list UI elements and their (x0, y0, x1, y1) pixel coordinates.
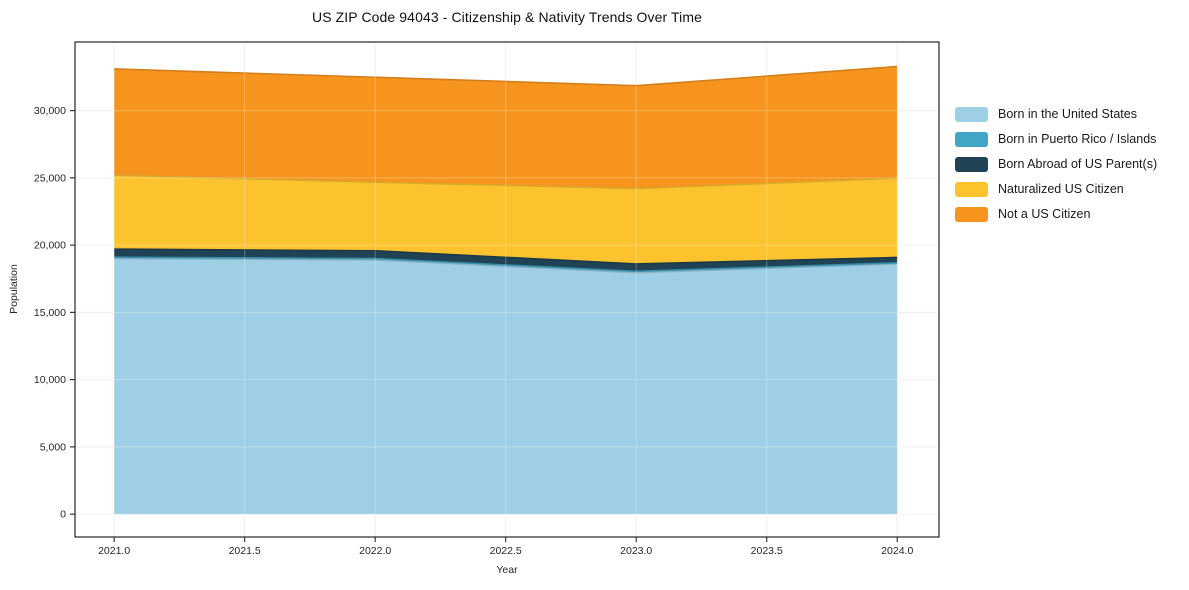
x-tick-label: 2022.0 (359, 545, 391, 557)
legend-swatch-puerto-rico (955, 132, 988, 147)
chart-title: US ZIP Code 94043 - Citizenship & Nativi… (311, 9, 703, 25)
y-tick-label: 0 (60, 509, 66, 521)
legend-label: Born in Puerto Rico / Islands (998, 132, 1157, 146)
legend-item-not-citizen: Not a US Citizen (955, 207, 1157, 222)
legend-swatch-not-citizen (955, 207, 988, 222)
y-tick-label: 25,000 (34, 172, 66, 184)
y-tick-label: 30,000 (34, 105, 66, 117)
legend-label: Born Abroad of US Parent(s) (998, 157, 1158, 171)
y-axis-label: Population (8, 264, 20, 314)
legend-item-puerto-rico: Born in Puerto Rico / Islands (955, 132, 1157, 147)
x-tick-label: 2024.0 (881, 545, 913, 557)
legend-item-born-us: Born in the United States (955, 107, 1157, 122)
x-tick-label: 2022.5 (490, 545, 522, 557)
y-tick-label: 5,000 (40, 441, 66, 453)
legend-item-naturalized: Naturalized US Citizen (955, 182, 1157, 197)
y-tick-label: 20,000 (34, 240, 66, 252)
legend-swatch-naturalized (955, 182, 988, 197)
legend-swatch-born-abroad (955, 157, 988, 172)
legend-swatch-born-us (955, 107, 988, 122)
x-tick-label: 2023.5 (751, 545, 783, 557)
chart-legend: Born in the United States Born in Puerto… (955, 107, 1157, 222)
x-tick-label: 2021.5 (229, 545, 261, 557)
legend-item-born-abroad: Born Abroad of US Parent(s) (955, 157, 1157, 172)
x-tick-label: 2021.0 (98, 545, 130, 557)
legend-label: Naturalized US Citizen (998, 182, 1124, 196)
y-tick-label: 15,000 (34, 307, 66, 319)
x-tick-label: 2023.0 (620, 545, 652, 557)
legend-label: Born in the United States (998, 107, 1137, 121)
y-tick-label: 10,000 (34, 374, 66, 386)
x-axis-label: Year (496, 564, 518, 576)
legend-label: Not a US Citizen (998, 207, 1091, 221)
